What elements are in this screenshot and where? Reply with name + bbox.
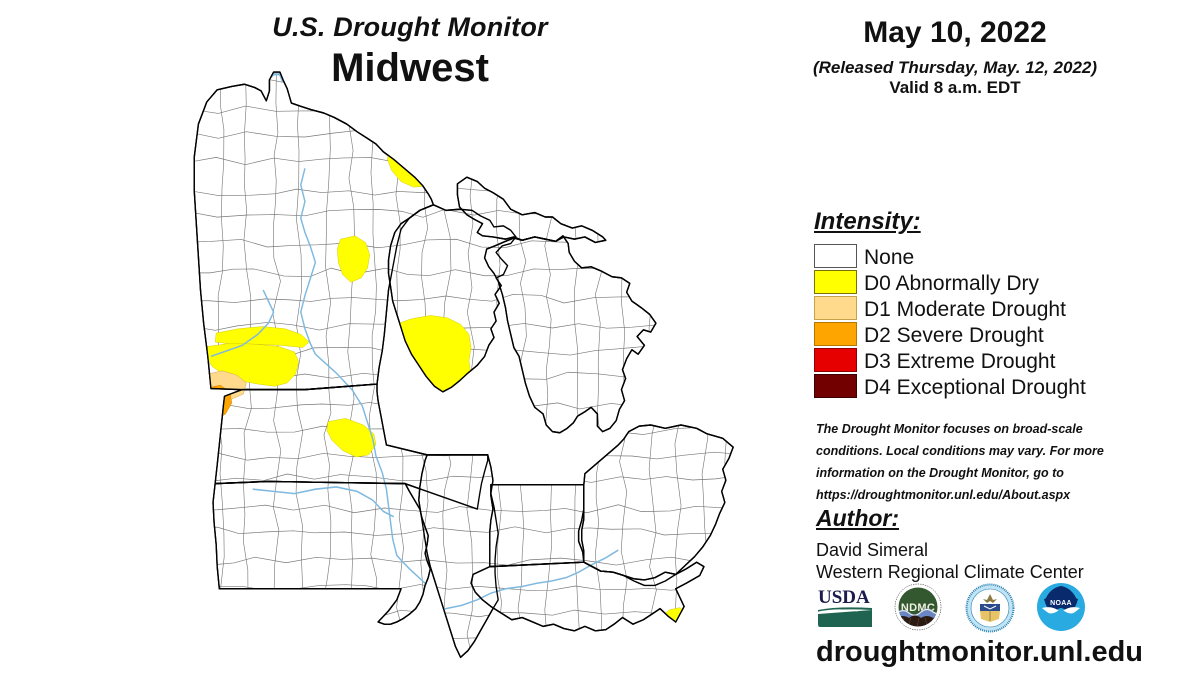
svg-text:NOAA: NOAA [1050, 600, 1072, 607]
svg-text:USDA: USDA [818, 587, 870, 608]
